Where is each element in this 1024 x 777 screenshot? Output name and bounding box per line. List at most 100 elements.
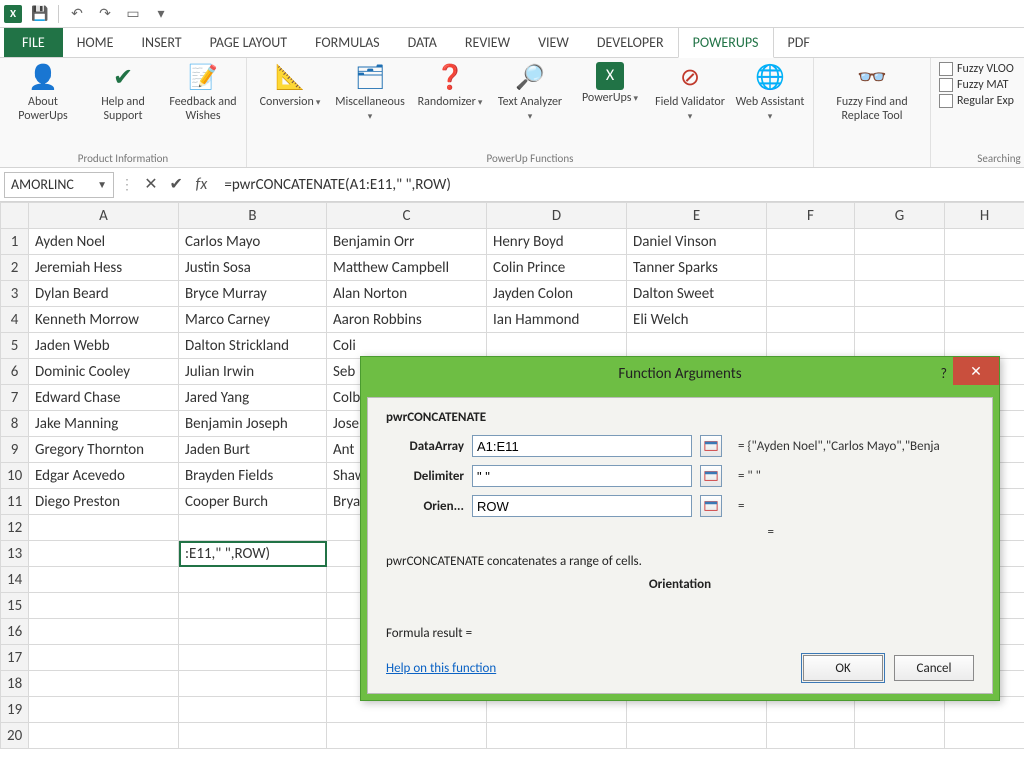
cell[interactable] <box>29 697 179 723</box>
fx-icon[interactable]: fx <box>190 174 212 196</box>
cell[interactable] <box>855 229 945 255</box>
tab-pdf[interactable]: PDF <box>774 28 824 57</box>
row-header[interactable]: 20 <box>1 723 29 749</box>
ref-button-delimiter[interactable] <box>700 465 722 487</box>
cell[interactable]: Jaden Webb <box>29 333 179 359</box>
dialog-ok-button[interactable]: OK <box>803 655 883 681</box>
row-header[interactable]: 16 <box>1 619 29 645</box>
row-header[interactable]: 17 <box>1 645 29 671</box>
cell[interactable] <box>767 723 855 749</box>
cell[interactable]: Eli Welch <box>627 307 767 333</box>
cell[interactable] <box>855 307 945 333</box>
cell[interactable]: Jeremiah Hess <box>29 255 179 281</box>
cell[interactable] <box>855 333 945 359</box>
cell[interactable] <box>29 645 179 671</box>
row-header[interactable]: 1 <box>1 229 29 255</box>
dialog-cancel-button[interactable]: Cancel <box>894 655 974 681</box>
cell[interactable]: Carlos Mayo <box>179 229 327 255</box>
btn-text-analyzer[interactable]: 🔎Text Analyzer <box>495 62 565 124</box>
btn-miscellaneous[interactable]: 🗂Miscellaneous <box>335 62 405 124</box>
tab-powerups[interactable]: POWERUPS <box>678 27 774 58</box>
btn-help-support[interactable]: ✔Help and Support <box>88 62 158 124</box>
tab-insert[interactable]: INSERT <box>128 28 196 57</box>
cell[interactable] <box>945 307 1024 333</box>
btn-feedback[interactable]: 📝Feedback and Wishes <box>168 62 238 124</box>
btn-conversion[interactable]: 📐Conversion <box>255 62 325 110</box>
tab-file[interactable]: FILE <box>4 28 63 57</box>
tab-view[interactable]: VIEW <box>524 28 583 57</box>
row-header[interactable]: 10 <box>1 463 29 489</box>
cell[interactable]: Justin Sosa <box>179 255 327 281</box>
cell[interactable]: Julian Irwin <box>179 359 327 385</box>
cell[interactable]: Dalton Strickland <box>179 333 327 359</box>
cell[interactable]: Kenneth Morrow <box>29 307 179 333</box>
cell[interactable] <box>29 541 179 567</box>
cell[interactable]: Brayden Fields <box>179 463 327 489</box>
dialog-help-icon[interactable]: ? <box>941 365 948 382</box>
col-header-G[interactable]: G <box>855 203 945 229</box>
qat-redo-button[interactable]: ↷ <box>95 4 115 24</box>
cell[interactable] <box>627 723 767 749</box>
cell[interactable] <box>487 723 627 749</box>
tab-review[interactable]: REVIEW <box>451 28 524 57</box>
cell[interactable]: :E11," ",ROW) <box>179 541 327 567</box>
arg-input-dataarray[interactable] <box>472 435 692 457</box>
btn-powerups[interactable]: XPowerUps <box>575 62 645 106</box>
cell[interactable] <box>179 723 327 749</box>
cell[interactable] <box>29 671 179 697</box>
btn-fuzzy-vlookup[interactable]: Fuzzy VLOO <box>939 62 1024 76</box>
cell[interactable] <box>767 229 855 255</box>
cell[interactable]: Diego Preston <box>29 489 179 515</box>
qat-touch-button[interactable]: ▭ <box>123 4 143 24</box>
row-header[interactable]: 11 <box>1 489 29 515</box>
row-header[interactable]: 12 <box>1 515 29 541</box>
cell[interactable]: Edward Chase <box>29 385 179 411</box>
cell[interactable]: Colin Prince <box>487 255 627 281</box>
cell[interactable] <box>179 619 327 645</box>
cell[interactable]: Ian Hammond <box>487 307 627 333</box>
cell[interactable] <box>179 593 327 619</box>
cell[interactable]: Aaron Robbins <box>327 307 487 333</box>
arg-input-orientation[interactable] <box>472 495 692 517</box>
cell[interactable]: Coli <box>327 333 487 359</box>
col-header-A[interactable]: A <box>29 203 179 229</box>
cell[interactable]: Dominic Cooley <box>29 359 179 385</box>
cell[interactable] <box>179 671 327 697</box>
dialog-help-link[interactable]: Help on this function <box>386 661 496 676</box>
cell[interactable] <box>29 515 179 541</box>
cell[interactable]: Edgar Acevedo <box>29 463 179 489</box>
ref-button-orientation[interactable] <box>700 495 722 517</box>
cell[interactable]: Jayden Colon <box>487 281 627 307</box>
row-header[interactable]: 14 <box>1 567 29 593</box>
cell[interactable]: Benjamin Joseph <box>179 411 327 437</box>
cancel-formula-button[interactable]: ✕ <box>140 173 162 195</box>
row-header[interactable]: 6 <box>1 359 29 385</box>
cell[interactable]: Matthew Campbell <box>327 255 487 281</box>
tab-developer[interactable]: DEVELOPER <box>583 28 678 57</box>
row-header[interactable]: 15 <box>1 593 29 619</box>
col-header-H[interactable]: H <box>945 203 1024 229</box>
cell[interactable] <box>29 619 179 645</box>
row-header[interactable]: 2 <box>1 255 29 281</box>
row-header[interactable]: 7 <box>1 385 29 411</box>
cell[interactable]: Cooper Burch <box>179 489 327 515</box>
cell[interactable] <box>855 723 945 749</box>
arg-input-delimiter[interactable] <box>472 465 692 487</box>
tab-home[interactable]: HOME <box>63 28 128 57</box>
cell[interactable] <box>855 255 945 281</box>
cell[interactable]: Daniel Vinson <box>627 229 767 255</box>
col-header-B[interactable]: B <box>179 203 327 229</box>
cell[interactable] <box>945 281 1024 307</box>
cell[interactable]: Gregory Thornton <box>29 437 179 463</box>
enter-formula-button[interactable]: ✔ <box>165 173 187 195</box>
col-header-F[interactable]: F <box>767 203 855 229</box>
cell[interactable] <box>179 567 327 593</box>
cell[interactable] <box>945 229 1024 255</box>
name-box-dropdown-icon[interactable]: ▼ <box>97 178 107 191</box>
tab-formulas[interactable]: FORMULAS <box>301 28 394 57</box>
cell[interactable]: Jared Yang <box>179 385 327 411</box>
col-header-C[interactable]: C <box>327 203 487 229</box>
formula-input[interactable]: =pwrCONCATENATE(A1:E11," ",ROW) <box>218 172 1020 198</box>
qat-undo-button[interactable]: ↶ <box>67 4 87 24</box>
cell[interactable] <box>179 515 327 541</box>
